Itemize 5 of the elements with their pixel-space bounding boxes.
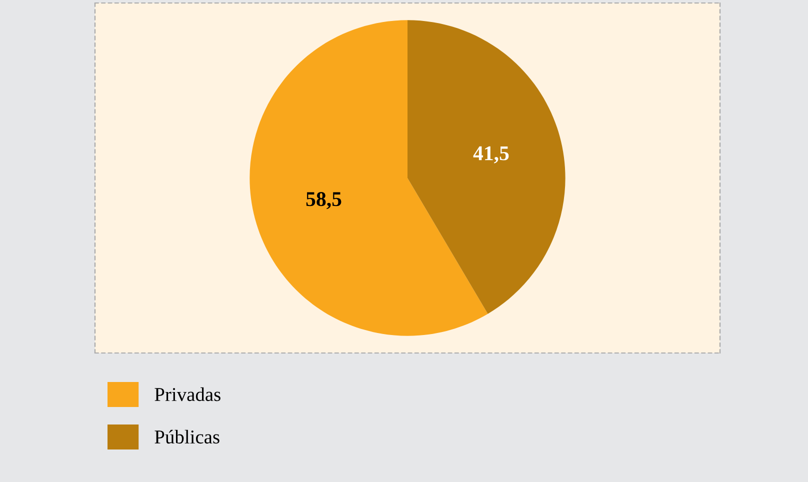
legend-label: Públicas xyxy=(154,430,220,444)
pie-slice xyxy=(408,20,566,314)
data-label: 41,5 xyxy=(473,146,509,164)
legend-label: Privadas xyxy=(154,387,220,402)
data-label: 58,5 xyxy=(306,192,342,210)
